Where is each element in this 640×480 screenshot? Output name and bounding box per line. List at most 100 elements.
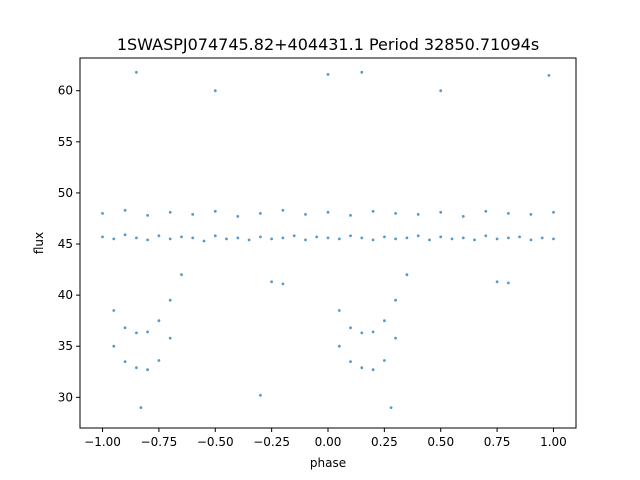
data-point [247,238,251,242]
y-tick-label: 45 [58,237,73,251]
data-point [473,238,476,242]
data-point [495,280,499,284]
data-point [394,336,397,340]
data-point [191,213,195,216]
data-point [507,281,510,285]
x-tick-label: 0.75 [484,435,511,449]
y-tick-label: 55 [58,135,73,149]
data-point [360,366,364,370]
data-point [259,212,262,215]
data-point [123,326,127,330]
data-point [337,237,341,241]
data-point [326,73,330,76]
data-point [416,213,420,216]
data-point [168,298,172,302]
data-point [349,360,352,363]
data-point [101,235,104,239]
data-point [371,368,375,372]
data-point [213,234,217,238]
data-point [360,70,364,74]
data-point [461,236,465,240]
data-point [139,406,143,409]
y-tick-label: 40 [58,288,73,302]
data-point [484,234,488,238]
data-point [146,214,150,217]
data-point [371,209,375,213]
x-tick-label: 1.00 [540,435,567,449]
data-point [394,298,397,302]
y-tick-label: 30 [58,390,73,404]
data-point [315,235,319,239]
data-point [168,336,172,340]
data-point [123,208,127,212]
data-point [337,309,341,312]
data-point [123,233,127,237]
data-point [383,359,386,362]
data-point [304,213,307,216]
x-tick-label: −0.50 [197,435,234,449]
data-point [202,239,206,243]
data-point [270,237,273,241]
chart-title: 1SWASPJ074745.82+404431.1 Period 32850.7… [117,35,539,54]
data-point [112,344,116,348]
data-point [157,359,161,362]
data-point [495,237,499,241]
data-point [349,234,352,238]
data-point [461,215,465,218]
data-point [304,238,307,242]
data-point [405,236,409,240]
data-point [225,237,228,241]
data-point [439,210,443,214]
data-point [552,210,555,214]
data-point [349,326,352,330]
data-point [157,234,161,238]
y-tick-label: 60 [58,84,73,98]
data-point [439,89,443,93]
data-point [168,237,172,241]
data-point [135,366,138,370]
data-point [360,331,364,335]
data-point [292,234,296,238]
data-point [146,368,150,372]
data-point [383,235,386,239]
data-point [371,330,375,334]
data-point [547,74,551,77]
data-point [428,238,431,242]
data-point [236,215,240,218]
data-point [236,236,240,240]
data-point [405,273,409,277]
x-tick-label: −0.25 [253,435,290,449]
y-axis-label: flux [32,232,46,254]
data-point [540,236,544,240]
data-point [180,273,183,277]
data-point [146,330,150,334]
x-tick-label: 0.25 [371,435,398,449]
data-point [213,89,217,93]
data-point [123,360,127,363]
data-point [101,212,104,215]
x-axis-label: phase [310,456,346,470]
data-point [518,235,521,239]
data-point [371,238,375,242]
data-point [135,236,138,240]
data-point [394,237,397,241]
data-point [450,237,454,241]
data-point [259,235,262,239]
data-point [529,213,533,216]
x-tick-label: 0.00 [315,435,342,449]
data-point [281,208,285,212]
data-point [157,319,161,323]
data-point [484,209,488,213]
data-point [507,212,510,215]
data-point [135,70,138,74]
data-point [168,210,172,214]
y-tick-label: 35 [58,339,73,353]
data-point [337,344,341,348]
x-axis-ticks: −1.00 −0.75 −0.50 −0.25 0.00 0.25 0.50 0.75 1.00 [84,428,567,449]
data-point [326,236,330,240]
data-point [326,210,330,214]
data-point [259,393,262,397]
data-point [529,238,533,242]
data-point [146,238,150,242]
